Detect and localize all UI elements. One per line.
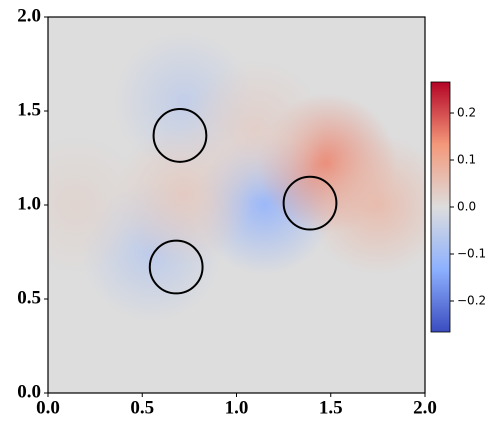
y-tick-label: 0.5 xyxy=(17,287,41,308)
field-layer xyxy=(48,31,425,322)
obstacle xyxy=(282,175,338,231)
x-tick-label: 0.5 xyxy=(130,397,154,418)
colorbar xyxy=(430,81,451,333)
obstacle xyxy=(148,239,204,295)
colorbar-tick-label: 0.0 xyxy=(457,200,476,214)
x-tick-label: 0.0 xyxy=(36,397,60,418)
field-blob xyxy=(307,135,425,275)
colorbar-tick-label: 0.1 xyxy=(457,153,476,167)
y-tick-label: 1.5 xyxy=(17,99,41,120)
y-tick-label: 0.0 xyxy=(17,381,41,402)
obstacle xyxy=(152,108,208,163)
colorbar-tick-label: −0.1 xyxy=(457,246,486,260)
x-tick-label: 1.5 xyxy=(319,397,343,418)
y-tick-label: 2.0 xyxy=(17,5,41,26)
field-blob xyxy=(48,135,147,275)
colorbar-tick-label: 0.2 xyxy=(457,106,476,120)
y-tick-label: 1.0 xyxy=(17,193,41,214)
x-tick-label: 2.0 xyxy=(413,397,437,418)
field-blob xyxy=(185,59,326,200)
colorbar-tick-label: −0.2 xyxy=(457,293,486,307)
x-tick-label: 1.0 xyxy=(225,397,249,418)
